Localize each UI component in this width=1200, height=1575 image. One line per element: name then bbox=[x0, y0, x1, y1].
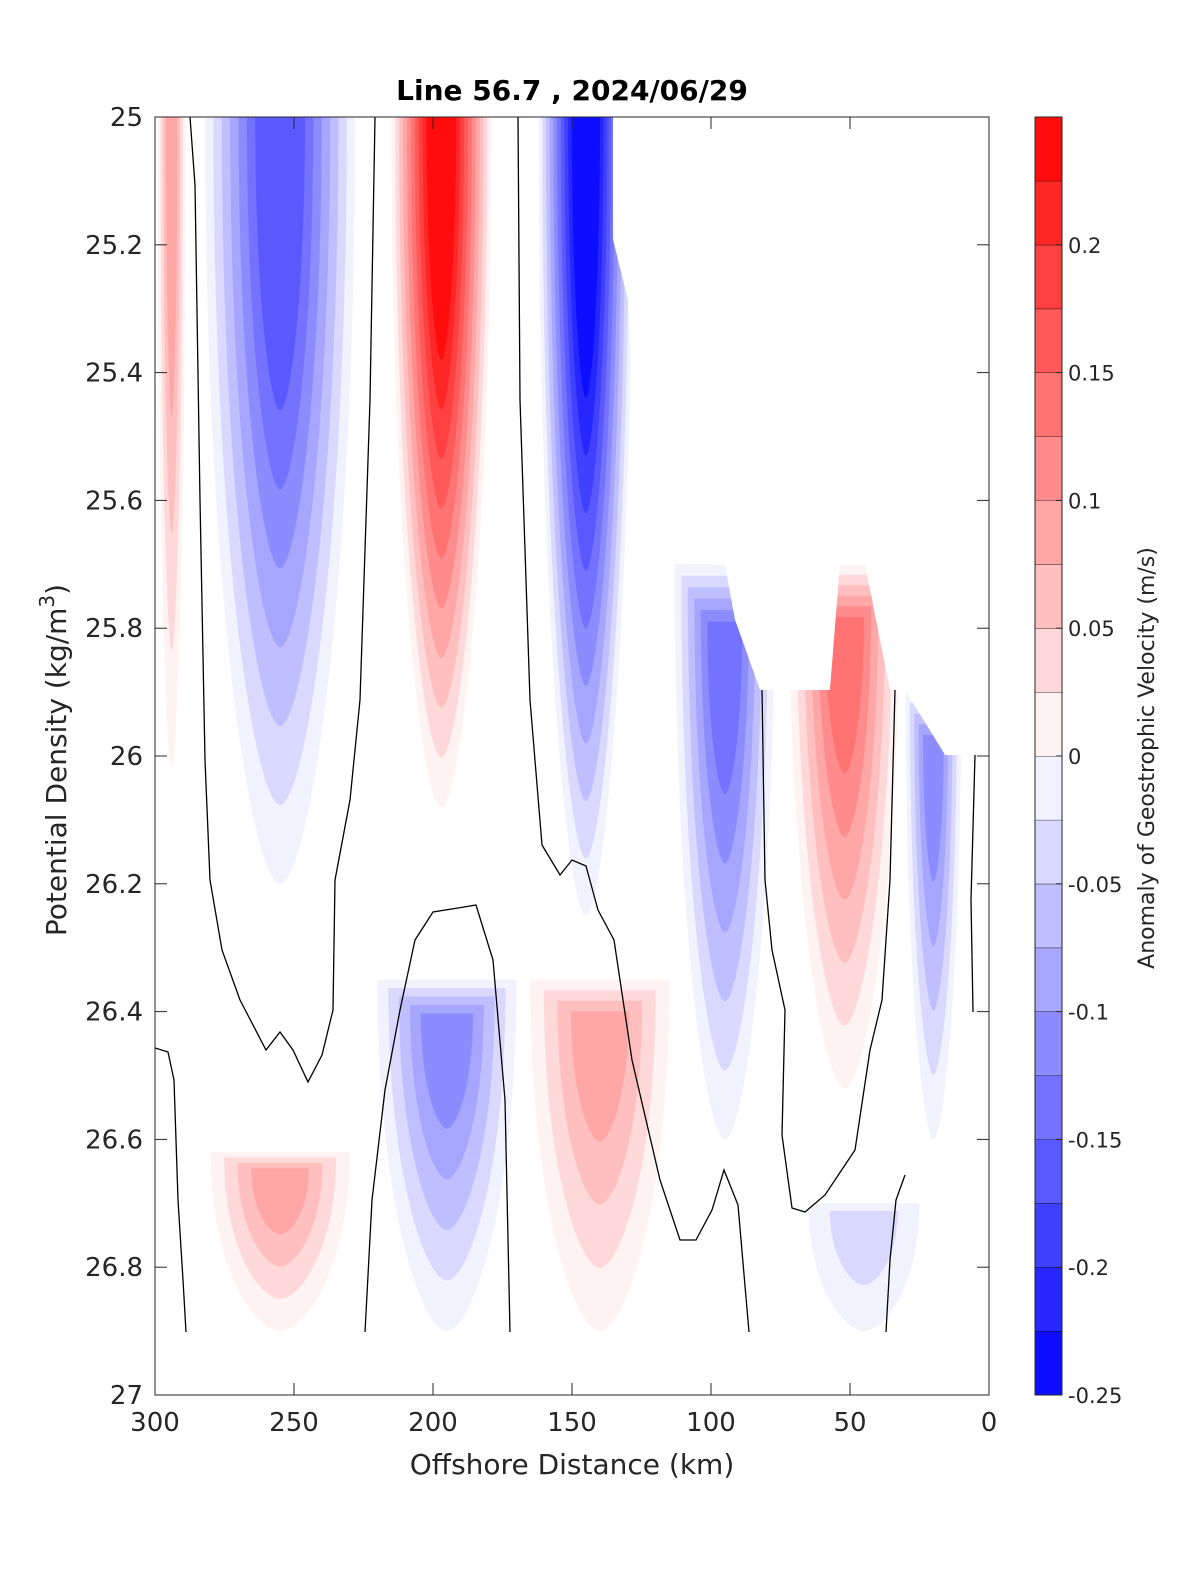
colorbar-tick-label: -0.05 bbox=[1068, 873, 1122, 897]
colorbar-band bbox=[1035, 117, 1062, 181]
x-axis-label: Offshore Distance (km) bbox=[410, 1448, 735, 1481]
colorbar-tick-label: 0.15 bbox=[1068, 362, 1115, 386]
anomaly-core bbox=[377, 979, 517, 1332]
colorbar-bands bbox=[1035, 116, 1062, 1395]
y-tick-label: 26.2 bbox=[85, 870, 143, 900]
contour-band bbox=[922, 735, 944, 882]
contour-band bbox=[571, 117, 600, 399]
colorbar-band bbox=[1035, 1267, 1062, 1332]
contour-band bbox=[426, 117, 457, 360]
y-tick-label: 25.2 bbox=[85, 231, 143, 261]
contour-band bbox=[251, 1168, 309, 1235]
colorbar-band bbox=[1035, 819, 1062, 884]
colorbar-band bbox=[1035, 244, 1062, 309]
x-tick-label: 250 bbox=[269, 1408, 319, 1438]
contour-band bbox=[570, 1011, 629, 1142]
contour-band bbox=[829, 1210, 898, 1286]
colorbar-band bbox=[1035, 1331, 1062, 1395]
contour-band bbox=[255, 117, 305, 411]
colorbar-label: Anomaly of Geostrophic Velocity (m/s) bbox=[1135, 547, 1160, 969]
colorbar-tick-label: -0.2 bbox=[1068, 1256, 1109, 1280]
colorbar-tick-label: 0 bbox=[1068, 745, 1081, 769]
anomaly-core bbox=[674, 564, 775, 1140]
y-axis-label: Potential Density (kg/m3) bbox=[35, 584, 73, 936]
contour-band bbox=[165, 117, 178, 417]
contour-band bbox=[420, 1013, 474, 1129]
colorbar-band bbox=[1035, 692, 1062, 756]
anomaly-core bbox=[530, 979, 670, 1332]
zero-contour-line bbox=[885, 1174, 906, 1333]
y-tick-label: 26.8 bbox=[85, 1253, 143, 1283]
zero-contour-line bbox=[761, 689, 896, 1213]
colorbar-tick-label: 0.1 bbox=[1068, 489, 1101, 513]
zero-contour-line bbox=[155, 1047, 187, 1333]
y-axis: 25 25.2 25.4 25.6 25.8 26 26.2 26.4 26.6 26.8 27 bbox=[85, 103, 989, 1411]
anomaly-core bbox=[205, 117, 356, 884]
x-tick-label: 300 bbox=[130, 1408, 180, 1438]
colorbar-tick-label: 0.2 bbox=[1068, 234, 1101, 258]
colorbar-band bbox=[1035, 1075, 1062, 1140]
colorbar-tick-label: -0.1 bbox=[1068, 1001, 1109, 1025]
anomaly-core bbox=[210, 1152, 350, 1332]
colorbar-band bbox=[1035, 628, 1062, 693]
y-tick-label: 25.8 bbox=[85, 614, 143, 644]
contour-band bbox=[824, 616, 864, 774]
colorbar-band bbox=[1035, 947, 1062, 1012]
y-tick-label: 26.6 bbox=[85, 1125, 143, 1155]
anomaly-core bbox=[538, 117, 634, 916]
y-tick-label: 26.4 bbox=[85, 998, 143, 1028]
colorbar-band bbox=[1035, 500, 1062, 565]
x-tick-label: 200 bbox=[408, 1408, 458, 1438]
colorbar-band bbox=[1035, 308, 1062, 373]
x-tick-label: 50 bbox=[833, 1408, 866, 1438]
plot-area: 300 250 200 150 100 50 0 2525.225.425.625.8262… bbox=[85, 103, 997, 1438]
zero-contour-line bbox=[364, 904, 511, 1333]
x-tick-label: 0 bbox=[981, 1408, 998, 1438]
colorbar-band bbox=[1035, 1011, 1062, 1076]
colorbar-band bbox=[1035, 372, 1062, 437]
colorbar-band bbox=[1035, 564, 1062, 629]
colorbar-tick-label: -0.25 bbox=[1068, 1384, 1122, 1408]
anomaly-core bbox=[157, 117, 186, 769]
contour-band bbox=[707, 621, 743, 795]
colorbar-band bbox=[1035, 180, 1062, 245]
colorbar-band bbox=[1035, 756, 1062, 820]
colorbar-band bbox=[1035, 1139, 1062, 1204]
y-tick-label: 25 bbox=[110, 103, 143, 133]
y-tick-label: 26 bbox=[110, 742, 143, 772]
zero-contour-line bbox=[189, 117, 376, 1084]
zero-contours bbox=[155, 117, 976, 1333]
x-tick-label: 150 bbox=[547, 1408, 597, 1438]
velocity-field bbox=[157, 117, 962, 1332]
x-axis: 300 250 200 150 100 50 0 bbox=[130, 117, 997, 1438]
y-tick-label: 25.4 bbox=[85, 359, 143, 389]
colorbar-tick-label: -0.15 bbox=[1068, 1128, 1122, 1152]
colorbar: -0.25 -0.2 -0.15 -0.1 -0.05 0 0.05 0.1 0.15 0.2 bbox=[1034, 116, 1122, 1408]
y-tick-label: 27 bbox=[110, 1381, 143, 1411]
colorbar-tick-label: 0.05 bbox=[1068, 617, 1115, 641]
colorbar-band bbox=[1035, 1203, 1062, 1268]
zero-contour-line bbox=[517, 117, 750, 1333]
anomaly-core bbox=[808, 1203, 920, 1332]
colorbar-band bbox=[1035, 436, 1062, 501]
zero-contour-line bbox=[970, 754, 976, 1013]
chart-title: Line 56.7 , 2024/06/29 bbox=[396, 74, 748, 107]
anomaly-core bbox=[905, 692, 962, 1140]
anomaly-core bbox=[391, 117, 492, 808]
y-tick-label: 25.6 bbox=[85, 486, 143, 516]
x-tick-label: 100 bbox=[686, 1408, 736, 1438]
colorbar-ticks: -0.25 -0.2 -0.15 -0.1 -0.05 0 0.05 0.1 0.15 0.2 bbox=[1056, 234, 1122, 1408]
colorbar-band bbox=[1035, 883, 1062, 948]
